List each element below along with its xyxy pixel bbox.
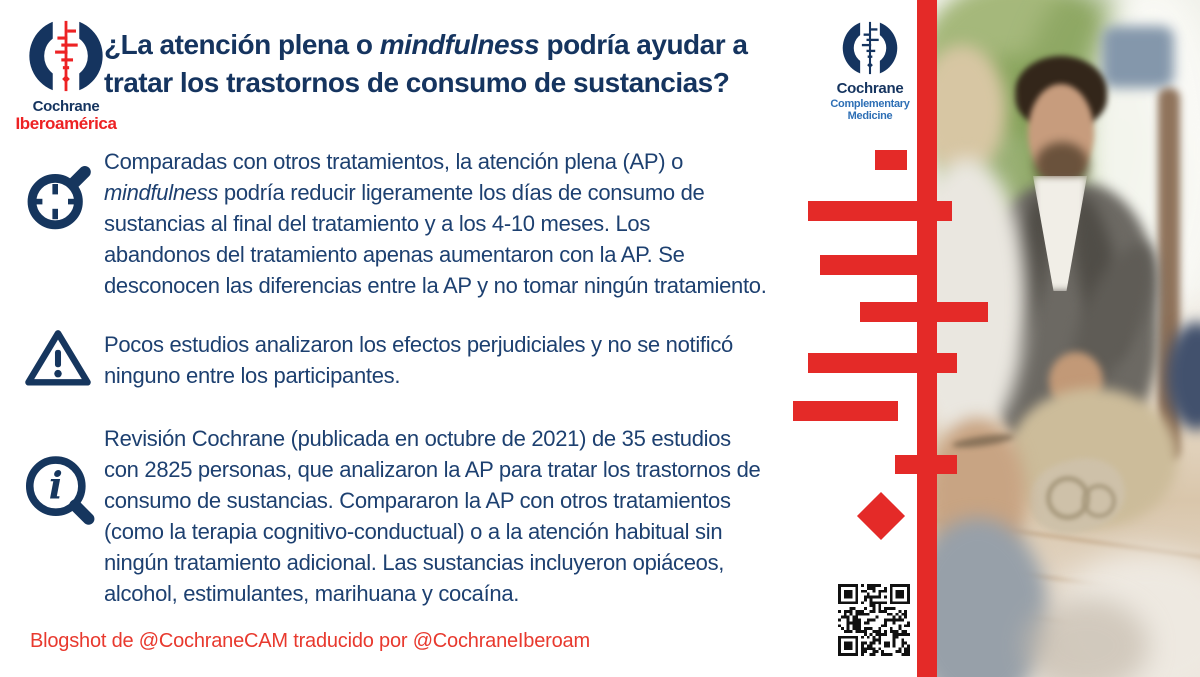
footer-credit: Blogshot de @CochraneCAM traducido por @… xyxy=(30,630,590,652)
warning-icon xyxy=(25,330,91,386)
paragraph-harms: Pocos estudios analizaron los efectos pe… xyxy=(104,332,733,388)
forest-plot-diamond xyxy=(856,491,906,541)
qr-code xyxy=(838,584,910,656)
foreground-person-hair xyxy=(936,45,1006,175)
cochrane-logo-icon xyxy=(29,16,103,96)
svg-text:i: i xyxy=(49,464,63,508)
logo-name: Cochrane xyxy=(32,98,100,115)
forest-plot-bar xyxy=(820,255,917,275)
cochrane-logo-icon xyxy=(842,18,898,78)
target-magnifier-icon xyxy=(27,166,91,230)
forest-plot-bar xyxy=(875,150,907,170)
logo-subtitle: Complementary Medicine xyxy=(830,98,910,122)
logo-subtitle: Iberoamérica xyxy=(15,114,117,133)
paragraph-results: Comparadas con otros tratamientos, la at… xyxy=(104,149,767,298)
forest-plot-bar xyxy=(808,201,952,221)
sky-through-window xyxy=(1102,26,1174,88)
forest-plot-vertical-bar xyxy=(917,0,937,677)
paragraph-review-details: Revisión Cochrane (publicada en octubre … xyxy=(104,426,761,606)
floor-shadow xyxy=(1024,598,1149,677)
forest-plot-bar xyxy=(808,353,957,373)
page-title: ¿La atención plena o mindfulness podría … xyxy=(104,29,748,98)
cochrane-cam-logo: Cochrane Complementary Medicine xyxy=(810,18,930,122)
forest-plot-bar xyxy=(860,302,988,322)
meditation-photo xyxy=(936,0,1200,677)
shoe-sole-tread xyxy=(1082,484,1116,518)
info-magnifier-icon: i xyxy=(25,456,95,525)
forest-plot-bar xyxy=(793,401,898,421)
forest-plot-bar xyxy=(895,455,957,474)
logo-name: Cochrane xyxy=(836,80,904,97)
cochrane-iberoamerica-logo: Cochrane Iberoamérica xyxy=(6,16,126,134)
